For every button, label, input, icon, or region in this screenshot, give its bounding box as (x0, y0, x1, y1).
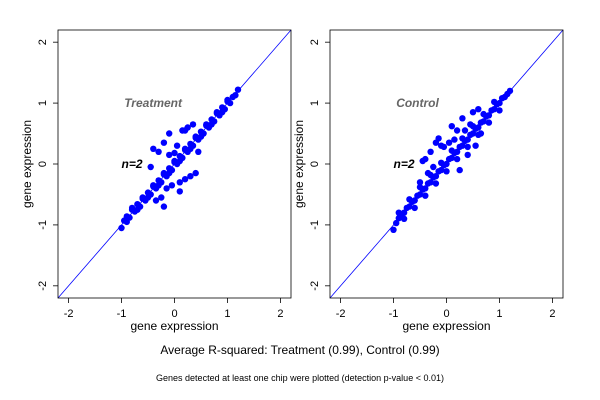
panel-1-point (160, 139, 168, 146)
panel-2-point (467, 121, 474, 128)
panel-2-point (400, 215, 408, 222)
panel-2-annotation: Control (396, 96, 439, 110)
panel-1-point (181, 127, 189, 134)
panel-2-x-axis-label: gene expression (402, 319, 490, 333)
panel-2-point (435, 135, 442, 142)
panel-2-x-tick-label: -2 (336, 308, 346, 320)
panel-2-point (448, 147, 455, 154)
panel-2-point (438, 159, 445, 166)
panel-2-point (445, 139, 453, 146)
panel-2-point (424, 169, 432, 177)
panel-1-point (189, 121, 197, 128)
panel-2-y-tick-label: -2 (309, 281, 321, 291)
panel-1-point (176, 188, 183, 195)
panel-1-y-tick-label: -1 (37, 220, 49, 230)
panel-2-point (464, 151, 471, 159)
panel-1-point (155, 148, 162, 155)
panel-1-point (195, 148, 202, 155)
panel-2: -2 -1 0 1 2 -2 -1 0 1 2 gene expression gene expres… (292, 29, 564, 333)
panel-2-point (472, 142, 479, 149)
panel-1-point (232, 92, 239, 99)
panel-2-point (390, 226, 397, 233)
panel-1-x-tick-label: 0 (171, 308, 177, 320)
panel-2-x-tick-label: 0 (443, 308, 449, 320)
panel-2-point (451, 136, 458, 143)
panel-2-point (475, 106, 482, 113)
panel-1-annotation: n=2 (122, 157, 143, 171)
panel-1-point (192, 169, 199, 177)
panel-2-point (485, 119, 493, 126)
panel-2-x-tick-label: 2 (549, 308, 555, 320)
panel-1-point (234, 86, 242, 93)
panel-1: -2 -1 0 1 2 -2 -1 0 1 2 gene expression gene expres… (20, 29, 292, 333)
panel-2-reference-line (329, 29, 564, 299)
panel-1-reference-line (57, 29, 292, 299)
panel-2-point (422, 192, 429, 199)
panel-1-point (166, 151, 173, 159)
panel-1-y-tick-label: -2 (37, 281, 49, 291)
panel-2-point (469, 109, 477, 116)
panel-2-point (480, 110, 487, 118)
panel-2-point (448, 123, 455, 130)
panel-1-point (163, 185, 170, 192)
panel-2-y-tick-label: 1 (309, 100, 321, 106)
panel-1-point (152, 197, 160, 204)
panel-2-point (491, 98, 498, 106)
panel-2-point (464, 143, 471, 151)
panel-2-point (459, 115, 466, 122)
panel-2-x-tick-label: 1 (496, 308, 502, 320)
panel-1-point (166, 130, 173, 137)
panel-1-y-tick-label: 1 (37, 100, 49, 106)
panel-1-point (173, 142, 181, 149)
panel-2-point (438, 142, 445, 149)
panel-2-point (422, 155, 429, 163)
panel-2-point (416, 183, 424, 191)
panel-2-point (416, 179, 424, 186)
panel-2-point (453, 155, 461, 163)
panel-2-y-axis-label: gene expression (292, 120, 306, 208)
panel-1-point (128, 204, 136, 212)
panel-1-point (160, 203, 168, 210)
panel-2-x-tick-label: -1 (389, 308, 399, 320)
panel-1-x-axis-label: gene expression (130, 319, 218, 333)
panel-1-point (171, 149, 178, 157)
panel-1-point (168, 182, 176, 189)
panel-2-point (395, 209, 402, 216)
panel-2-point (461, 127, 469, 134)
panel-1-point (158, 194, 165, 201)
panel-1-annotation: Treatment (124, 96, 183, 110)
panel-1-x-tick-label: 1 (224, 308, 230, 320)
panel-1-x-tick-label: 2 (277, 308, 283, 320)
panel-2-point (453, 127, 461, 134)
panel-1-point (187, 173, 194, 180)
figure-subtitle: Average R-squared: Treatment (0.99), Con… (160, 343, 440, 357)
panel-2-point (393, 219, 400, 227)
panel-2-point (411, 204, 418, 212)
panel-2-point (456, 166, 463, 174)
figure-footnote: Genes detected at least one chip were pl… (156, 373, 444, 383)
panel-1-y-tick-label: 2 (37, 39, 49, 45)
panel-1-point (150, 145, 157, 152)
panel-2-annotation: n=2 (394, 157, 415, 171)
panel-1-point (147, 163, 154, 171)
panel-1-point (181, 176, 189, 183)
panel-1-x-tick-label: -2 (64, 308, 74, 320)
panel-1-point (176, 179, 183, 186)
panel-1-y-axis-label: gene expression (20, 120, 34, 208)
panel-2-point (427, 148, 434, 155)
panel-2-point (459, 135, 466, 142)
panel-1-x-tick-label: -1 (117, 308, 127, 320)
panel-2-point (443, 168, 450, 175)
panel-2-point (432, 180, 440, 187)
panel-2-point (496, 107, 503, 114)
panel-2-y-tick-label: 0 (309, 161, 321, 167)
panel-2-y-tick-label: 2 (309, 39, 321, 45)
panel-2-y-tick-label: -1 (309, 220, 321, 230)
panel-2-point (477, 130, 485, 137)
panel-2-point (430, 163, 437, 171)
panel-1-y-tick-label: 0 (37, 161, 49, 167)
panel-2-point (406, 196, 413, 203)
